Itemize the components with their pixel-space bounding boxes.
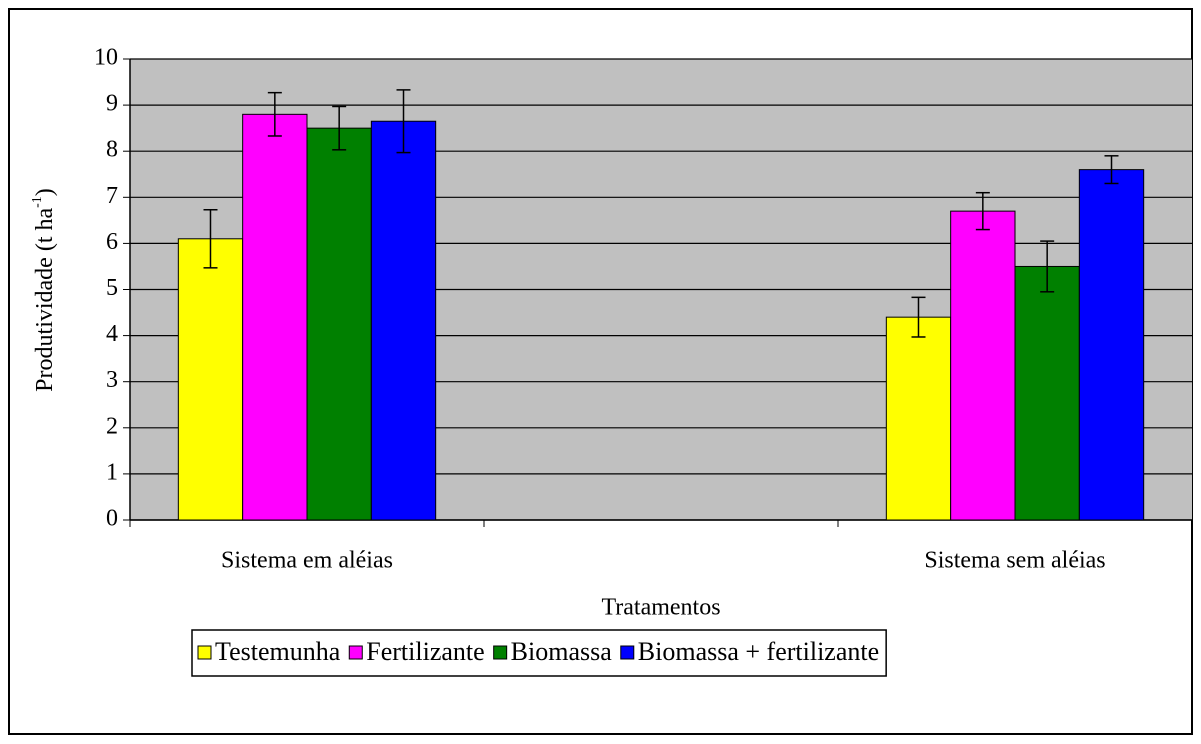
y-tick-label: 3	[106, 367, 118, 393]
y-label-sup: -1	[30, 196, 45, 208]
y-tick-label: 5	[106, 275, 118, 301]
legend-label: Fertilizante	[366, 637, 484, 666]
error-bar	[911, 296, 926, 338]
error-bar	[1104, 155, 1119, 185]
error-bar	[396, 89, 411, 154]
y-tick-label: 6	[106, 229, 118, 255]
y-label-end: )	[32, 188, 58, 196]
bar	[242, 113, 308, 521]
legend-swatch	[493, 645, 508, 660]
legend-item: Fertilizante	[348, 637, 485, 666]
bar	[306, 127, 372, 521]
legend-swatch	[620, 645, 635, 660]
y-tick-label: 7	[106, 183, 118, 209]
x-tick-label: Sistema sem aléias	[924, 548, 1105, 574]
legend-swatch	[197, 645, 212, 660]
legend-label: Biomassa + fertilizante	[638, 637, 879, 666]
y-label-main: Produtividade (t ha	[32, 208, 58, 392]
error-bar	[203, 208, 218, 269]
y-tick-label: 0	[106, 506, 118, 532]
legend	[191, 629, 887, 677]
error-bar	[975, 191, 990, 231]
y-axis-label: Produtividade (t ha-1)	[30, 188, 57, 392]
bar	[885, 316, 952, 521]
error-bar	[332, 105, 347, 151]
legend-item: Biomassa	[493, 637, 613, 666]
legend-swatch	[348, 645, 363, 660]
error-bar	[1040, 240, 1055, 293]
y-tick-label: 8	[106, 137, 118, 163]
y-tick-label: 2	[106, 413, 118, 439]
plot-area	[123, 58, 1193, 527]
legend-item: Testemunha	[197, 637, 341, 666]
legend-label: Biomassa	[511, 637, 613, 666]
y-tick-label: 4	[106, 321, 118, 347]
y-tick-label: 10	[94, 45, 118, 71]
x-tick-label: Sistema em aléias	[221, 548, 393, 574]
bar	[1078, 169, 1145, 521]
bar	[950, 210, 1016, 521]
error-bar	[267, 91, 282, 137]
legend-label: Testemunha	[215, 637, 341, 666]
bar	[1014, 265, 1080, 521]
legend-item: Biomassa + fertilizante	[620, 637, 879, 666]
y-tick-label: 9	[106, 91, 118, 117]
bar	[370, 120, 437, 521]
x-axis-label: Tratamentos	[601, 595, 720, 621]
y-tick-label: 1	[106, 459, 118, 485]
bar	[177, 238, 244, 521]
